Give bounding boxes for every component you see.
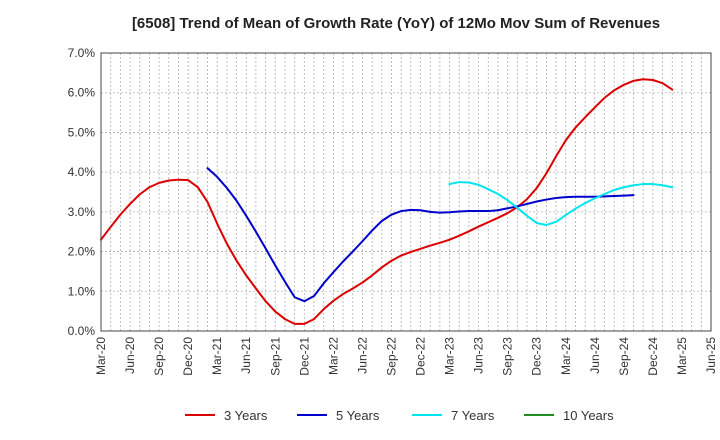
x-tick-label: Mar-24 [559, 337, 573, 375]
x-tick-label: Sep-21 [268, 337, 282, 376]
grid [101, 53, 711, 331]
chart-title: [6508] Trend of Mean of Growth Rate (YoY… [132, 15, 660, 32]
x-tick-label: Sep-22 [384, 337, 398, 376]
x-tick-label: Jun-21 [239, 337, 253, 374]
x-tick-label: Mar-22 [326, 337, 340, 375]
x-tick-label: Sep-24 [617, 337, 631, 376]
y-tick-label: 5.0% [68, 125, 96, 139]
legend: 3 Years 5 Years 7 Years 10 Years [185, 408, 614, 423]
plot-frame [100, 52, 712, 332]
x-tick-label: Sep-20 [152, 337, 166, 376]
series-line-3-years [100, 78, 674, 325]
y-tick-label: 2.0% [68, 245, 96, 259]
y-tick-label: 1.0% [68, 284, 96, 298]
y-tick-label: 4.0% [68, 165, 96, 179]
x-axis: Mar-20 Jun-20 Sep-20 Dec-20 Mar-21 Jun-21 Sep-… [94, 337, 718, 376]
x-tick-label: Jun-25 [704, 337, 718, 374]
x-tick-label: Mar-25 [675, 337, 689, 375]
y-tick-label: 7.0% [68, 46, 96, 60]
x-tick-label: Jun-24 [588, 337, 602, 374]
y-tick-label: 6.0% [68, 86, 96, 100]
series-line-5-years [206, 167, 635, 303]
legend-5-years-label: 5 Years [336, 408, 380, 423]
x-tick-label: Jun-20 [123, 337, 137, 374]
legend-10-years-label: 10 Years [563, 408, 614, 423]
x-tick-label: Dec-20 [181, 337, 195, 376]
legend-3-years-label: 3 Years [224, 408, 268, 423]
x-tick-label: Sep-23 [501, 337, 515, 376]
x-tick-label: Dec-22 [414, 337, 428, 376]
y-tick-label: 3.0% [68, 205, 96, 219]
x-tick-label: Mar-23 [443, 337, 457, 375]
x-tick-label: Dec-21 [297, 337, 311, 376]
series-line-7-years [448, 181, 674, 226]
y-tick-label: 0.0% [68, 324, 96, 338]
x-tick-label: Dec-24 [646, 337, 660, 376]
x-tick-label: Jun-22 [355, 337, 369, 374]
legend-7-years-label: 7 Years [451, 408, 495, 423]
series-group [100, 78, 674, 325]
x-tick-label: Mar-20 [94, 337, 108, 375]
x-tick-label: Mar-21 [210, 337, 224, 375]
x-tick-label: Dec-23 [530, 337, 544, 376]
x-tick-label: Jun-23 [472, 337, 486, 374]
y-axis: 0.0% 1.0% 2.0% 3.0% 4.0% 5.0% 6.0% 7.0% [68, 46, 96, 338]
